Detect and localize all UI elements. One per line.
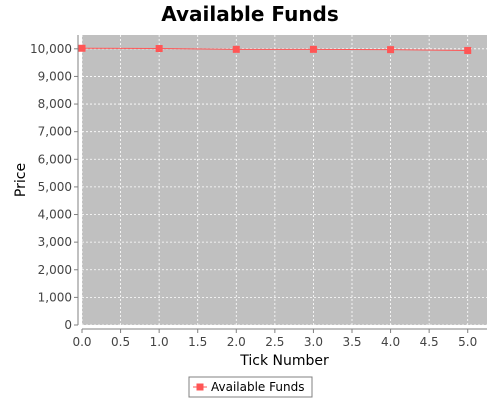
x-tick-label: 3.5 — [342, 335, 361, 349]
data-point — [464, 46, 472, 54]
y-tick-label: 1,000 — [38, 290, 72, 304]
y-tick-label: 4,000 — [38, 208, 72, 222]
data-point — [309, 45, 317, 53]
x-tick-label: 3.0 — [304, 335, 323, 349]
y-tick-label: 2,000 — [38, 263, 72, 277]
x-tick-label: 1.0 — [150, 335, 169, 349]
legend-marker-icon — [196, 383, 204, 391]
legend-box — [188, 376, 313, 398]
y-tick-label: 3,000 — [38, 235, 72, 249]
y-tick-label: 8,000 — [38, 97, 72, 111]
y-tick-label: 6,000 — [38, 152, 72, 166]
y-tick-label: 9,000 — [38, 69, 72, 83]
x-tick-label: 4.0 — [381, 335, 400, 349]
data-point — [78, 44, 86, 52]
axes: 0 1,000 2,000 3,000 4,000 5,000 6,000 7,000 8,00… — [30, 35, 487, 349]
y-tick-label: 0 — [64, 318, 72, 332]
plot-background — [82, 35, 487, 325]
x-tick-label: 0.0 — [72, 335, 91, 349]
y-axis-label: Price — [13, 163, 29, 197]
data-point — [387, 46, 395, 54]
chart-title: Available Funds — [161, 2, 339, 26]
legend: Available Funds — [188, 376, 313, 398]
data-point — [155, 45, 163, 53]
legend-label: Available Funds — [211, 380, 304, 394]
grid-lines — [81, 35, 487, 326]
y-tick-label: 5,000 — [38, 180, 72, 194]
x-tick-label: 2.5 — [265, 335, 284, 349]
x-tick-label: 0.5 — [111, 335, 130, 349]
x-tick-label: 1.5 — [188, 335, 207, 349]
series-line — [81, 47, 468, 51]
x-tick-label: 5.0 — [458, 335, 477, 349]
x-tick-label: 4.5 — [420, 335, 439, 349]
y-tick-label: 7,000 — [38, 125, 72, 139]
x-tick-label: 2.0 — [227, 335, 246, 349]
y-tick-label: 10,000 — [30, 42, 72, 56]
data-point — [232, 45, 240, 53]
series-layer — [78, 44, 472, 54]
x-axis-label: Tick Number — [239, 353, 329, 369]
